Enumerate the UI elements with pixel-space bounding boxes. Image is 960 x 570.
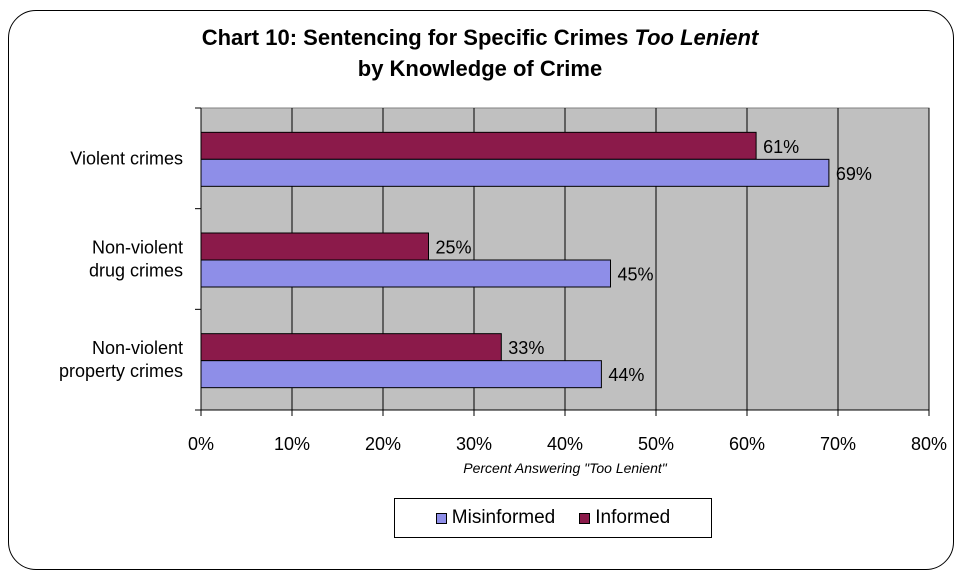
data-label-misinformed: 44% xyxy=(608,365,644,385)
data-label-informed: 33% xyxy=(508,338,544,358)
x-tick-label: 70% xyxy=(820,434,856,454)
x-tick-label: 10% xyxy=(274,434,310,454)
category-label: Violent crimes xyxy=(70,148,183,168)
chart-title: Chart 10: Sentencing for Specific Crimes… xyxy=(0,22,960,84)
category-label: Non-violent xyxy=(92,238,183,258)
x-tick-label: 40% xyxy=(547,434,583,454)
bar-informed xyxy=(200,333,502,362)
bar-misinformed xyxy=(200,259,611,288)
chart-title-main: Chart 10: Sentencing for Specific Crimes xyxy=(201,25,635,50)
data-label-misinformed: 45% xyxy=(618,265,654,285)
x-tick-label: 80% xyxy=(911,434,947,454)
legend-label-informed: Informed xyxy=(595,507,671,528)
bar-misinformed xyxy=(200,360,602,389)
legend-swatch-informed xyxy=(579,512,591,524)
bar-misinformed xyxy=(200,158,830,187)
x-axis-title: Percent Answering "Too Lenient" xyxy=(463,460,668,476)
chart-title-emphasis: Too Lenient xyxy=(634,25,759,50)
category-label: Non-violent xyxy=(92,338,183,358)
chart-title-line-1: Chart 10: Sentencing for Specific Crimes… xyxy=(0,22,960,53)
x-tick-label: 30% xyxy=(456,434,492,454)
legend-item-informed: Informed xyxy=(579,507,670,529)
data-label-misinformed: 69% xyxy=(836,164,872,184)
x-tick-label: 0% xyxy=(188,434,214,454)
x-tick-label: 60% xyxy=(729,434,765,454)
x-tick-label: 20% xyxy=(365,434,401,454)
category-label: property crimes xyxy=(59,361,183,381)
legend-swatch-misinformed xyxy=(435,512,447,524)
chart-title-line-2: by Knowledge of Crime xyxy=(357,56,603,81)
legend: Misinformed Informed xyxy=(394,498,712,538)
bar-informed xyxy=(200,232,429,261)
legend-label-misinformed: Misinformed xyxy=(451,507,556,528)
legend-item-misinformed: Misinformed xyxy=(435,507,556,529)
category-label: drug crimes xyxy=(89,261,183,281)
bar-informed xyxy=(200,131,757,160)
data-label-informed: 61% xyxy=(763,137,799,157)
x-tick-label: 50% xyxy=(638,434,674,454)
data-label-informed: 25% xyxy=(436,238,472,258)
